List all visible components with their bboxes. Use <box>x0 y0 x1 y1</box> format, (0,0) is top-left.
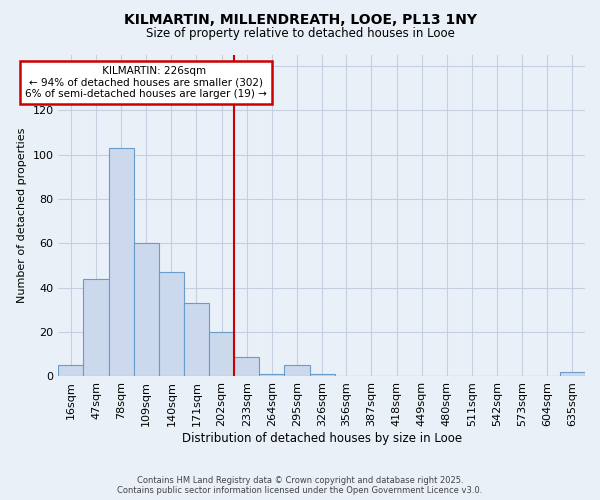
Bar <box>109 148 134 376</box>
X-axis label: Distribution of detached houses by size in Looe: Distribution of detached houses by size … <box>182 432 462 445</box>
Text: KILMARTIN, MILLENDREATH, LOOE, PL13 1NY: KILMARTIN, MILLENDREATH, LOOE, PL13 1NY <box>124 12 476 26</box>
Bar <box>310 374 335 376</box>
Bar <box>209 332 234 376</box>
Bar <box>234 356 259 376</box>
Bar <box>58 366 83 376</box>
Bar <box>159 272 184 376</box>
Bar <box>560 372 585 376</box>
Text: KILMARTIN: 226sqm
← 94% of detached houses are smaller (302)
6% of semi-detached: KILMARTIN: 226sqm ← 94% of detached hous… <box>25 66 267 100</box>
Bar <box>284 366 310 376</box>
Text: Size of property relative to detached houses in Looe: Size of property relative to detached ho… <box>146 28 454 40</box>
Bar <box>259 374 284 376</box>
Bar <box>134 244 159 376</box>
Bar <box>83 279 109 376</box>
Text: Contains HM Land Registry data © Crown copyright and database right 2025.
Contai: Contains HM Land Registry data © Crown c… <box>118 476 482 495</box>
Bar <box>184 304 209 376</box>
Y-axis label: Number of detached properties: Number of detached properties <box>17 128 27 304</box>
